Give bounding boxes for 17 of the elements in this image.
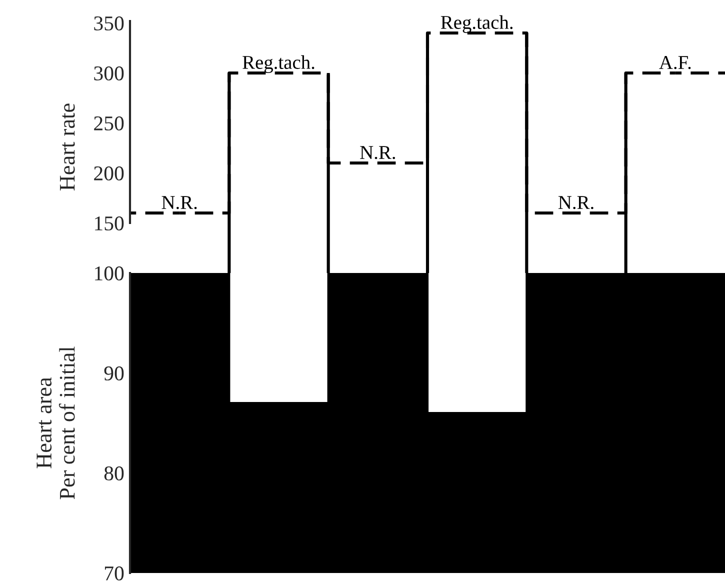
x-tick-label: Reg.tach.: [440, 15, 513, 33]
y-axis-title: Heart area Per cent of initial: [36, 346, 75, 500]
y-tick-label: 80: [104, 466, 124, 480]
x-tick-label: N.R.: [360, 146, 395, 160]
x-tick-label: N.R.: [162, 196, 197, 210]
y-tick-label: 250: [94, 116, 124, 130]
y-tick-label: 350: [94, 16, 124, 30]
y-tick-label: 90: [104, 366, 124, 380]
y-axis-title: Heart rate: [60, 104, 75, 190]
y-tick-label: 70: [104, 566, 124, 580]
y-tick-label: 100: [95, 266, 124, 280]
y-tick-label: 300: [94, 66, 124, 80]
x-tick-label: N.R.: [558, 196, 594, 210]
y-tick-label: 150: [95, 216, 124, 230]
x-tick-label: Reg.tach.: [242, 55, 314, 73]
y-tick-label: 200: [94, 166, 124, 180]
x-tick-label: A.F.: [659, 56, 691, 70]
